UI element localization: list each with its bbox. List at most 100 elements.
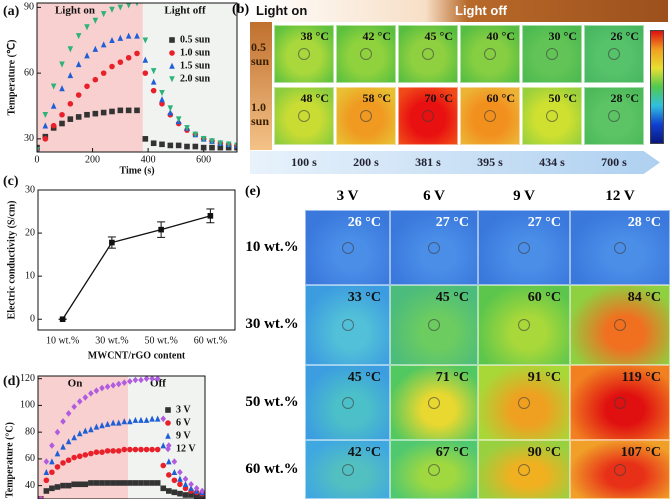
point xyxy=(142,70,149,76)
point xyxy=(167,109,174,116)
point xyxy=(109,63,115,70)
point xyxy=(76,430,83,437)
thermal-cell: 45 °C xyxy=(305,365,390,440)
y-tick-label: 0 xyxy=(30,314,35,325)
point xyxy=(65,410,72,417)
point xyxy=(38,495,44,499)
point xyxy=(50,83,57,90)
light-on: Light on xyxy=(256,3,308,18)
point xyxy=(182,475,189,483)
crosshair xyxy=(422,48,434,60)
point xyxy=(43,488,50,494)
point xyxy=(42,122,49,129)
point xyxy=(193,493,200,499)
temperature: 26 °C xyxy=(610,29,639,43)
point xyxy=(177,475,183,482)
point xyxy=(49,442,55,449)
thermal-cell: 48 °C xyxy=(274,87,334,145)
point xyxy=(209,138,215,145)
time-bar xyxy=(250,151,660,174)
point xyxy=(82,427,89,434)
thermal-cell: 60 °C xyxy=(460,87,520,145)
point xyxy=(49,469,55,476)
point xyxy=(138,446,144,453)
point xyxy=(71,434,77,441)
plot xyxy=(37,3,237,152)
point xyxy=(149,415,155,422)
crosshair xyxy=(614,319,626,331)
legend-marker xyxy=(165,420,171,426)
point xyxy=(49,485,55,492)
point xyxy=(175,116,182,123)
point xyxy=(234,142,237,149)
point xyxy=(167,142,174,149)
point xyxy=(138,480,144,486)
point xyxy=(109,36,115,44)
point xyxy=(49,458,55,465)
row-label: 30 wt.% xyxy=(245,316,299,332)
point xyxy=(138,416,144,423)
point xyxy=(82,481,89,488)
chart: (a) 30 60 90 0 200 400 600 Time (s) Temperature (… xyxy=(3,2,238,176)
point xyxy=(149,376,155,382)
point xyxy=(150,78,157,85)
point xyxy=(149,446,155,453)
thermal-cell: 30 °C xyxy=(522,25,582,83)
legend-label: 3 V xyxy=(176,404,191,415)
crosshair xyxy=(341,396,354,409)
annotation: Light on xyxy=(55,5,95,17)
point xyxy=(217,140,224,147)
point xyxy=(143,416,150,423)
point xyxy=(67,72,74,79)
point xyxy=(88,450,94,457)
point xyxy=(92,45,99,52)
temperature: 33 °C xyxy=(347,290,381,305)
y-axis-title: Electric conductivity (S/cm) xyxy=(6,201,17,320)
point xyxy=(104,420,111,427)
light-off: Light off xyxy=(455,3,507,18)
point xyxy=(75,114,82,120)
crosshair xyxy=(614,241,626,254)
point xyxy=(177,468,183,476)
point xyxy=(54,450,61,457)
temperature: 27 °C xyxy=(527,215,561,230)
y-tick-label: 120 xyxy=(20,373,35,384)
point xyxy=(193,485,200,492)
point xyxy=(159,90,165,97)
point xyxy=(110,448,116,454)
temperature: 26 °C xyxy=(347,215,381,230)
point xyxy=(135,3,139,7)
point xyxy=(121,379,128,386)
temperature: 45 °C xyxy=(435,290,469,305)
panel-b: Light on Light off 0.5 sun 38 °C 42 °C 45 °C 4… xyxy=(250,0,668,176)
temperature: 48 °C xyxy=(300,91,329,105)
legend-marker xyxy=(165,445,171,453)
point xyxy=(59,85,65,92)
point xyxy=(125,32,132,39)
point xyxy=(100,109,107,116)
legend-label: 2.0 sun xyxy=(180,73,210,84)
point xyxy=(167,105,174,112)
frame xyxy=(36,2,238,153)
thermal-cell: 26 °C xyxy=(305,210,390,285)
temperature: 45 °C xyxy=(347,370,381,385)
annotation: Off xyxy=(150,378,166,390)
point xyxy=(115,380,122,388)
point xyxy=(117,107,124,114)
panel-label: (e) xyxy=(245,184,261,199)
point xyxy=(188,480,194,488)
point xyxy=(54,464,61,470)
thermal-cell: 26 °C xyxy=(584,25,644,83)
color-bar xyxy=(650,30,664,144)
point xyxy=(158,226,164,233)
x-tick-label: 60 wt.% xyxy=(194,335,227,346)
point xyxy=(60,460,66,466)
legend-marker xyxy=(165,407,171,413)
point xyxy=(217,144,224,151)
x-axis-title: Time (s) xyxy=(119,165,154,176)
temperature: 45 °C xyxy=(424,29,453,43)
point xyxy=(42,111,49,119)
point xyxy=(92,76,99,83)
point xyxy=(200,144,207,151)
